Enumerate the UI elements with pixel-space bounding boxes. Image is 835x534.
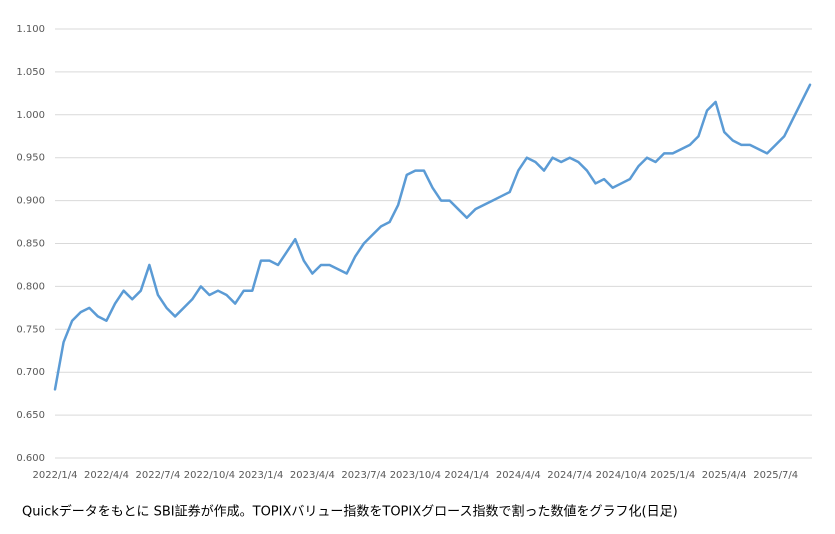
x-tick-label: 2025/4/4 bbox=[702, 470, 747, 481]
x-tick-label: 2023/7/4 bbox=[341, 470, 386, 481]
y-tick-label: 0.700 bbox=[16, 367, 45, 378]
x-tick-label: 2023/1/4 bbox=[238, 470, 283, 481]
x-tick-label: 2022/10/4 bbox=[184, 470, 235, 481]
x-tick-label: 2024/10/4 bbox=[596, 470, 647, 481]
y-tick-label: 0.650 bbox=[16, 410, 45, 421]
x-tick-label: 2024/4/4 bbox=[496, 470, 541, 481]
y-tick-label: 0.900 bbox=[16, 196, 45, 207]
y-tick-label: 0.950 bbox=[16, 153, 45, 164]
x-tick-label: 2023/10/4 bbox=[390, 470, 441, 481]
data-line bbox=[53, 83, 812, 391]
y-tick-label: 1.050 bbox=[16, 67, 45, 78]
y-tick-label: 0.750 bbox=[16, 324, 45, 335]
x-tick-label: 2025/7/4 bbox=[753, 470, 798, 481]
y-tick-label: 1.100 bbox=[16, 24, 45, 35]
x-tick-label: 2024/7/4 bbox=[547, 470, 592, 481]
y-tick-label: 0.600 bbox=[16, 453, 45, 464]
x-tick-label: 2025/1/4 bbox=[650, 470, 695, 481]
y-tick-label: 0.800 bbox=[16, 281, 45, 292]
x-tick-label: 2022/4/4 bbox=[84, 470, 129, 481]
x-tick-label: 2023/4/4 bbox=[290, 470, 335, 481]
x-tick-label: 2022/1/4 bbox=[33, 470, 78, 481]
chart-note: Quickデータをもとに SBI証券が作成。TOPIXバリュー指数をTOPIXグ… bbox=[22, 504, 678, 520]
x-tick-label: 2022/7/4 bbox=[135, 470, 180, 481]
x-tick-label: 2024/1/4 bbox=[444, 470, 489, 481]
y-tick-label: 1.000 bbox=[16, 110, 45, 121]
y-tick-label: 0.850 bbox=[16, 239, 45, 250]
